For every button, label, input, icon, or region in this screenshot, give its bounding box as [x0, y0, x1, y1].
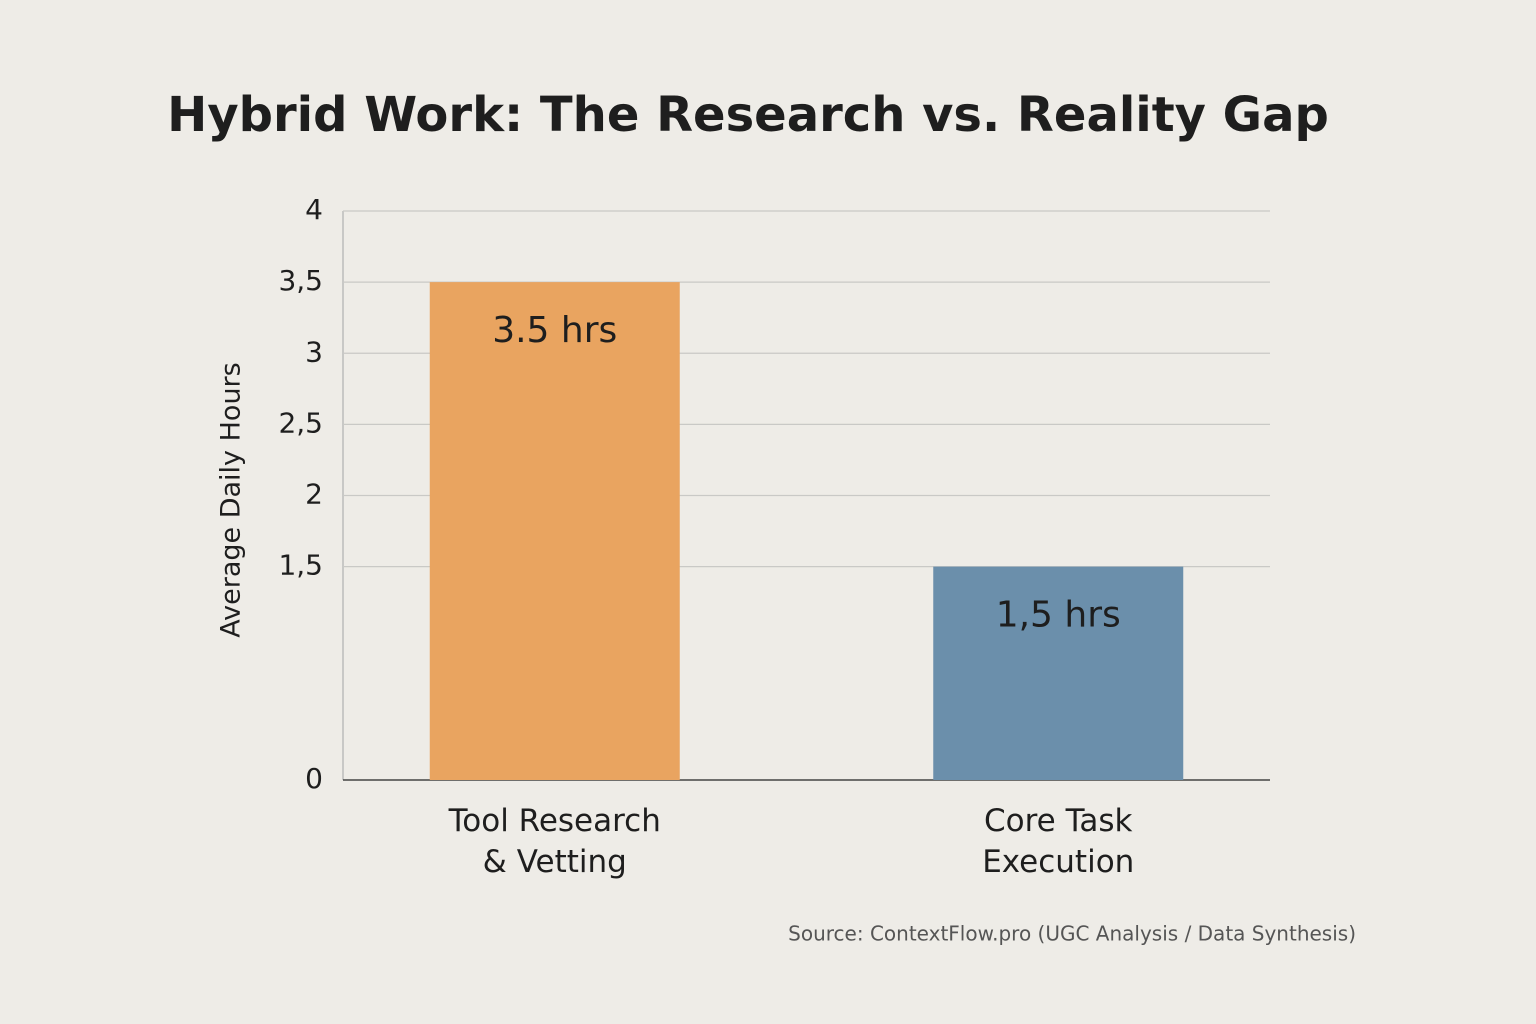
- x-tick-label: Tool Research & Vetting: [448, 803, 661, 880]
- data-label: 1,5 hrs: [996, 595, 1121, 636]
- y-tick-label: 0: [305, 762, 323, 795]
- source-note: Source: ContextFlow.pro (UGC Analysis / …: [788, 922, 1356, 946]
- data-label: 3.5 hrs: [492, 310, 617, 351]
- x-tick-label: Core Task Execution: [982, 803, 1134, 880]
- y-tick-label: 3: [305, 335, 323, 368]
- y-tick-label: 2,5: [278, 406, 323, 439]
- bar: [933, 566, 1184, 780]
- y-tick-label: 4: [305, 193, 323, 226]
- y-axis-label: Average Daily Hours: [216, 362, 247, 637]
- y-tick-label: 1,5: [278, 549, 323, 582]
- chart-title: Hybrid Work: The Research vs. Reality Ga…: [167, 87, 1329, 143]
- y-tick-label: 3,5: [278, 264, 323, 297]
- y-tick-label: 2: [305, 478, 323, 511]
- bar: [429, 282, 680, 780]
